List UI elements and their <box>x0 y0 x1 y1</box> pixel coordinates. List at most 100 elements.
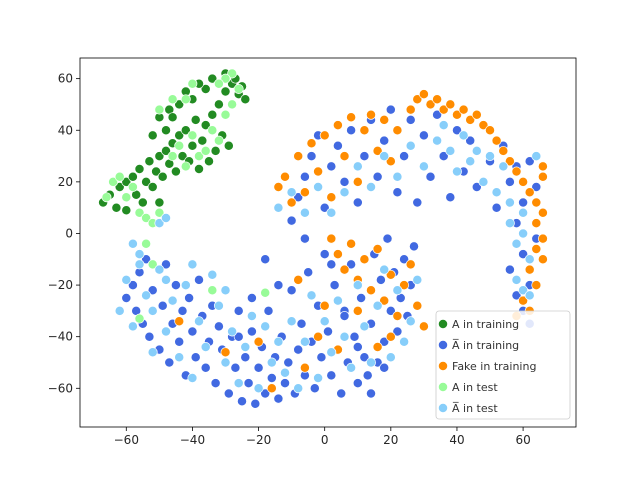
point <box>293 151 304 162</box>
point <box>220 357 231 368</box>
point <box>332 249 343 260</box>
point <box>127 238 138 249</box>
point <box>356 293 367 303</box>
y-tick-label: 60 <box>58 72 73 86</box>
point <box>293 344 304 355</box>
legend-marker <box>438 319 448 329</box>
point <box>286 215 297 226</box>
point <box>147 347 158 358</box>
point <box>187 78 198 89</box>
point <box>346 362 357 373</box>
point <box>379 336 390 347</box>
point <box>233 305 244 316</box>
point <box>537 171 548 182</box>
point <box>352 176 363 187</box>
point <box>293 274 304 285</box>
point <box>412 197 423 208</box>
point <box>326 259 337 270</box>
legend: A in training A̅ in training Fake in train… <box>435 310 571 420</box>
point <box>518 228 529 239</box>
point <box>161 326 171 337</box>
point <box>504 176 515 187</box>
point <box>204 156 214 167</box>
point <box>161 213 171 223</box>
point <box>465 156 476 167</box>
point <box>438 151 449 162</box>
point <box>220 86 231 97</box>
point <box>154 218 165 229</box>
point <box>379 362 390 373</box>
point <box>213 135 224 146</box>
point <box>366 182 376 192</box>
point <box>326 207 337 218</box>
point <box>233 331 244 342</box>
point <box>223 388 234 399</box>
point <box>372 342 383 352</box>
point <box>346 125 357 136</box>
point <box>366 109 376 120</box>
point <box>382 233 393 244</box>
point <box>372 300 383 311</box>
x-tick-label: 40 <box>449 433 464 447</box>
point <box>286 187 297 198</box>
point <box>147 285 158 296</box>
point <box>332 295 343 306</box>
point <box>336 388 347 399</box>
x-tick-label: −20 <box>246 433 271 447</box>
point <box>207 109 218 120</box>
point <box>306 290 317 301</box>
point <box>200 342 211 352</box>
point <box>194 151 204 162</box>
point <box>359 254 370 265</box>
point <box>346 238 357 249</box>
point <box>385 269 396 280</box>
point <box>127 182 138 192</box>
legend-marker <box>438 382 448 392</box>
point <box>412 300 423 311</box>
point <box>385 305 396 316</box>
point <box>144 156 155 167</box>
point <box>200 145 211 156</box>
point <box>260 254 271 265</box>
point <box>504 197 515 208</box>
point <box>366 285 376 296</box>
point <box>392 187 403 198</box>
point <box>323 326 333 337</box>
point <box>187 130 198 141</box>
point <box>200 362 211 373</box>
point <box>303 267 314 278</box>
point <box>537 161 548 172</box>
point <box>190 114 201 125</box>
point <box>405 140 416 151</box>
point <box>121 274 132 285</box>
point <box>161 259 171 270</box>
point <box>200 120 211 131</box>
point <box>134 249 145 260</box>
point <box>432 135 443 146</box>
point <box>425 99 436 110</box>
point <box>230 362 241 373</box>
point <box>518 295 529 306</box>
point <box>379 114 390 125</box>
point <box>286 316 297 327</box>
point <box>458 130 469 141</box>
point <box>471 182 482 192</box>
point <box>154 104 165 115</box>
point <box>161 274 171 285</box>
point <box>154 207 165 218</box>
point <box>273 182 284 192</box>
point <box>332 120 343 131</box>
point <box>213 99 224 110</box>
point <box>405 316 416 327</box>
point <box>283 357 294 368</box>
point <box>524 254 535 265</box>
point <box>174 99 185 110</box>
point <box>127 171 138 182</box>
point <box>491 135 502 146</box>
point <box>504 264 515 275</box>
point <box>220 285 231 296</box>
point <box>263 305 274 316</box>
point <box>375 274 386 285</box>
point <box>111 202 122 213</box>
point <box>227 326 238 337</box>
